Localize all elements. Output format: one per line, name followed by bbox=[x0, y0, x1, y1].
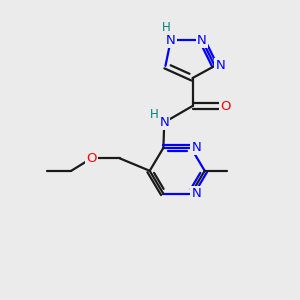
Text: N: N bbox=[191, 187, 201, 200]
Text: N: N bbox=[215, 59, 225, 72]
Text: N: N bbox=[166, 34, 176, 46]
Text: N: N bbox=[197, 34, 207, 46]
Text: O: O bbox=[220, 100, 231, 112]
Text: N: N bbox=[191, 141, 201, 154]
Text: H: H bbox=[149, 107, 158, 121]
Text: N: N bbox=[159, 116, 169, 129]
Text: H: H bbox=[162, 21, 171, 34]
Text: O: O bbox=[86, 152, 97, 165]
